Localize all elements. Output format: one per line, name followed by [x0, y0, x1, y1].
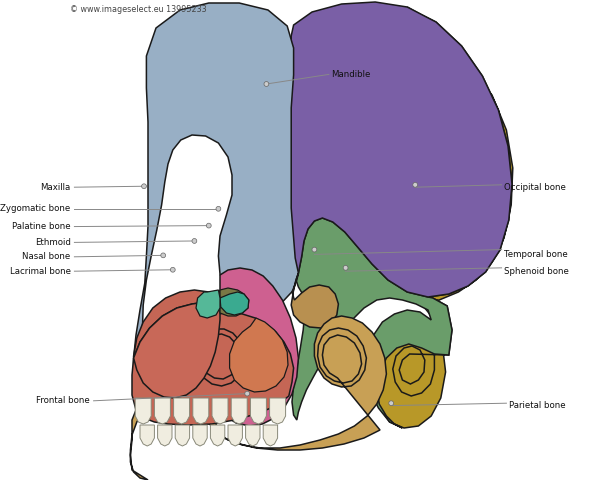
- Polygon shape: [228, 425, 242, 446]
- Text: Zygomatic bone: Zygomatic bone: [1, 204, 71, 213]
- Polygon shape: [134, 290, 220, 398]
- Circle shape: [312, 247, 317, 252]
- Polygon shape: [158, 425, 172, 446]
- Polygon shape: [175, 425, 190, 446]
- Circle shape: [192, 239, 197, 243]
- Polygon shape: [250, 398, 266, 424]
- Polygon shape: [212, 398, 228, 424]
- Text: Sphenoid bone: Sphenoid bone: [504, 267, 569, 276]
- Polygon shape: [269, 398, 286, 424]
- Circle shape: [161, 253, 166, 258]
- Text: Temporal bone: Temporal bone: [504, 250, 568, 259]
- Polygon shape: [193, 398, 209, 424]
- Text: Parietal bone: Parietal bone: [509, 401, 565, 410]
- Polygon shape: [291, 273, 338, 328]
- Polygon shape: [205, 268, 298, 426]
- Text: Occipital bone: Occipital bone: [504, 183, 566, 192]
- Circle shape: [389, 401, 394, 406]
- Text: Frontal bone: Frontal bone: [36, 396, 90, 405]
- Polygon shape: [134, 3, 298, 408]
- Polygon shape: [230, 318, 288, 392]
- Polygon shape: [173, 398, 190, 424]
- Polygon shape: [292, 218, 452, 428]
- Circle shape: [413, 182, 418, 187]
- Polygon shape: [193, 425, 207, 446]
- Polygon shape: [140, 425, 154, 446]
- Circle shape: [216, 206, 221, 211]
- Polygon shape: [220, 292, 249, 315]
- Polygon shape: [220, 288, 249, 316]
- Circle shape: [170, 267, 175, 272]
- Text: Maxilla: Maxilla: [40, 183, 71, 192]
- Text: Palatine bone: Palatine bone: [12, 222, 71, 231]
- Polygon shape: [231, 398, 247, 424]
- Polygon shape: [130, 316, 386, 480]
- Circle shape: [343, 265, 348, 270]
- Circle shape: [206, 223, 211, 228]
- Text: Nasal bone: Nasal bone: [22, 252, 71, 261]
- Circle shape: [142, 184, 146, 189]
- Polygon shape: [135, 398, 151, 424]
- Text: Mandible: Mandible: [331, 70, 371, 79]
- Text: Ethmoid: Ethmoid: [35, 238, 71, 247]
- Polygon shape: [154, 398, 170, 424]
- Text: Lacrimal bone: Lacrimal bone: [10, 267, 71, 276]
- Polygon shape: [245, 425, 260, 446]
- Circle shape: [245, 391, 250, 396]
- Circle shape: [264, 82, 269, 86]
- Polygon shape: [211, 425, 225, 446]
- Polygon shape: [374, 7, 513, 428]
- Polygon shape: [291, 2, 512, 297]
- Text: © www.imageselect.eu 13995233: © www.imageselect.eu 13995233: [70, 5, 206, 14]
- Polygon shape: [132, 290, 293, 425]
- Polygon shape: [196, 290, 220, 318]
- Polygon shape: [263, 425, 278, 446]
